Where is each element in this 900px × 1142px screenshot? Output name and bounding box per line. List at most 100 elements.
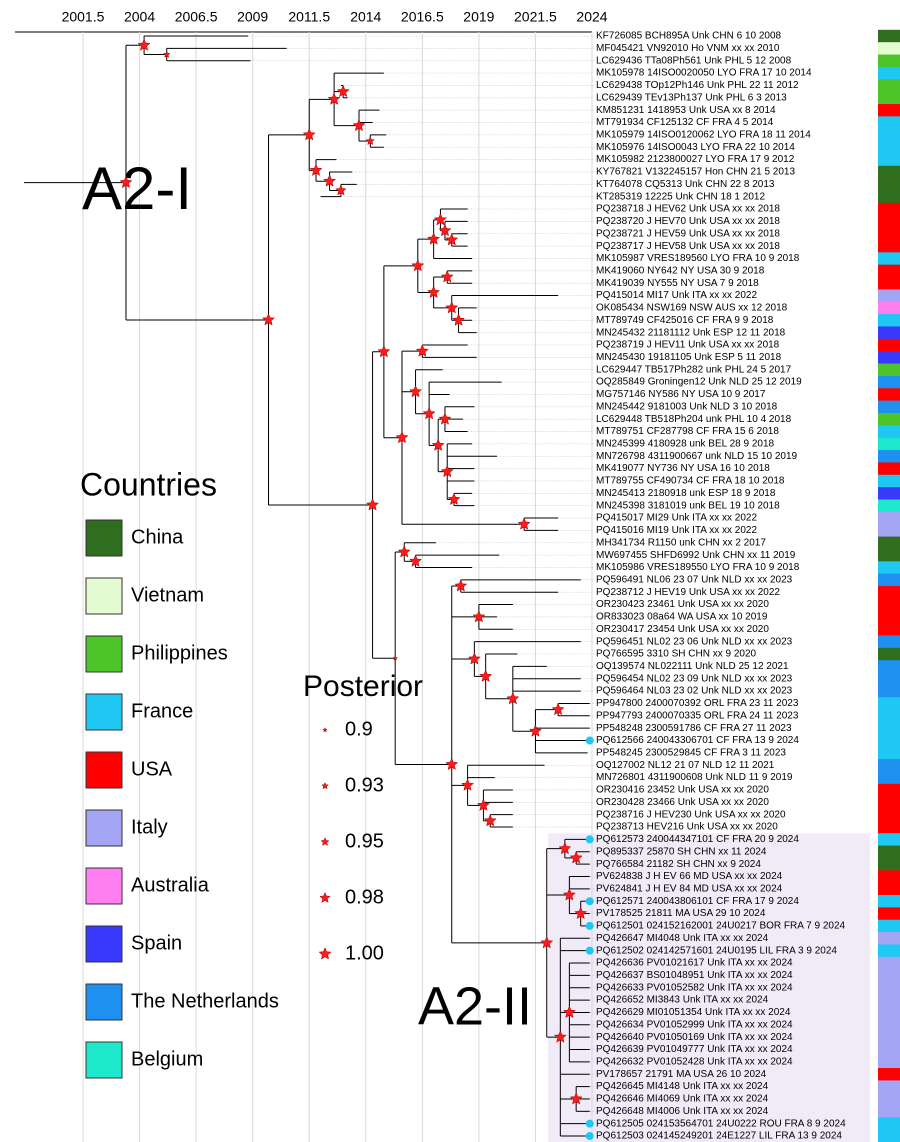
- legend-label: Philippines: [131, 642, 228, 664]
- clade-label: A2-I: [82, 155, 192, 222]
- posterior-star: [302, 128, 316, 141]
- legend-swatch: [85, 925, 123, 963]
- posterior-star: [451, 313, 466, 326]
- posterior-label: 0.95: [345, 830, 384, 852]
- taxon-label: OR230417 23454 Unk USA xx xx 2020: [596, 624, 769, 635]
- taxon-label: PQ426648 MI4006 Unk ITA xx xx 2024: [596, 1106, 769, 1117]
- country-strip: [878, 165, 900, 179]
- posterior-star: [506, 691, 520, 705]
- taxon-label: KY767821 V132245157 Hon CHN 21 5 2013: [596, 167, 795, 178]
- legend-label: Spain: [131, 932, 182, 954]
- taxon-label: PQ766584 21182 SH CHN xx 9 2024: [596, 859, 761, 870]
- country-strip: [878, 1117, 900, 1131]
- country-strip: [878, 1068, 900, 1081]
- country-strip: [878, 425, 900, 439]
- taxon-label: PQ612501 024152162001 24U0217 BOR FRA 7 …: [596, 921, 846, 932]
- posterior-star: [431, 438, 445, 451]
- country-strip: [878, 919, 900, 933]
- taxon-label: MK105978 14ISO0020050 LYO FRA 17 10 2014: [596, 68, 812, 79]
- taxon-label: MN245442 9181003 Unk NLD 3 10 2018: [596, 401, 778, 412]
- posterior-star: [427, 232, 441, 245]
- axis-tick-label: 2004: [124, 9, 155, 25]
- taxon-label: OK085434 NSW169 NSW AUS xx 12 2018: [596, 303, 788, 314]
- posterior-star: [551, 702, 565, 716]
- clade-label: A2-II: [418, 976, 532, 1036]
- country-strip: [878, 202, 900, 216]
- taxon-label: MW697455 SHFD6992 Unk CHN xx 11 2019: [596, 550, 796, 561]
- taxon-label: PQ426645 MI4148 Unk ITA xx xx 2024: [596, 1081, 769, 1092]
- taxon-label: MK105982 2123800027 LYO FRA 17 9 2012: [596, 154, 795, 165]
- posterior-star: [427, 285, 441, 299]
- posterior-star: [438, 412, 452, 425]
- legend-label: Australia: [131, 874, 210, 896]
- posterior-star: [574, 906, 588, 920]
- country-strip: [878, 264, 900, 278]
- taxon-label: OR833023 08a64 WA USA xx 10 2019: [596, 612, 768, 623]
- legend-swatch: [85, 809, 123, 847]
- posterior-star: [562, 888, 576, 901]
- country-strip: [878, 116, 900, 130]
- foreground-layer: A2-I A2-II Countries Posterior 2001.5 200…: [62, 9, 846, 1142]
- posterior-star: [472, 610, 486, 623]
- posterior-star: [377, 344, 391, 358]
- posterior-star: [454, 579, 468, 592]
- taxon-label: PP548245 2300529845 CF FRA 3 11 2023: [596, 748, 786, 759]
- country-strip: [878, 623, 900, 636]
- country-strip: [878, 190, 900, 204]
- taxon-label: MT789755 CF490734 CF FRA 18 10 2018: [596, 476, 785, 487]
- posterior-star: [392, 655, 398, 661]
- posterior-star: [327, 92, 341, 105]
- legend-title: Countries: [80, 466, 217, 502]
- country-strip: [878, 820, 900, 834]
- posterior-star: [137, 38, 151, 51]
- country-strip: [878, 771, 900, 785]
- country-strip: [878, 153, 900, 167]
- taxon-label: MH341734 R1150 unk CHN xx 2 2017: [596, 537, 766, 548]
- taxon-label: MN245413 2180918 unk ESP 18 9 2018: [596, 488, 776, 499]
- country-strip: [878, 227, 900, 241]
- country-strip: [878, 450, 900, 463]
- taxon-label: PQ426647 MI4048 Unk ITA xx xx 2024: [596, 933, 769, 944]
- country-strip: [878, 103, 900, 117]
- taxon-label: PQ596454 NL02 23 09 Unk NLD xx xx 2023: [596, 673, 793, 684]
- taxon-label: MK105986 VRES189550 LYO FRA 10 9 2018: [596, 562, 800, 573]
- legend-swatch: [85, 519, 123, 557]
- country-strip: [878, 79, 900, 93]
- country-strip: [878, 759, 900, 772]
- country-strip: [878, 548, 900, 562]
- country-strip: [878, 388, 900, 402]
- country-strip: [878, 128, 900, 142]
- country-strip: [878, 561, 900, 575]
- country-strip: [878, 462, 900, 476]
- taxon-label: PQ426637 BS01048951 Unk ITA xx xx 2024: [596, 970, 793, 981]
- taxon-label: PQ238717 J HEV58 Unk USA xx xx 2018: [596, 241, 780, 252]
- taxon-label: PQ426652 MI3843 Unk ITA xx xx 2024: [596, 995, 769, 1006]
- taxon-label: OQ139574 NL022111 Unk NLD 25 12 2021: [596, 661, 789, 672]
- legend-label: Italy: [131, 816, 168, 838]
- legend-swatch: [85, 983, 123, 1021]
- axis-tick-label: 2011.5: [288, 9, 330, 25]
- posterior-label: 1.00: [345, 942, 384, 964]
- posterior-star: [483, 814, 497, 827]
- taxon-label: PQ895337 25870 SH CHN xx 11 2024: [596, 846, 767, 857]
- legend-label: Belgium: [131, 1048, 203, 1070]
- posterior-star: [415, 344, 429, 357]
- legend-label: China: [131, 526, 184, 548]
- country-strip: [878, 1043, 900, 1057]
- country-strip: [878, 400, 900, 414]
- taxon-label: PV624841 J H EV 84 MD USA xx xx 2024: [596, 883, 783, 894]
- taxon-label: MK105979 14ISO0120062 LYO FRA 18 11 2014: [596, 130, 811, 141]
- taxon-label: PQ426632 PV01052428 Unk ITA xx xx 2024: [596, 1057, 793, 1068]
- posterior-star: [440, 464, 454, 478]
- taxon-label: PQ426640 PV01050169 Unk ITA xx xx 2024: [596, 1032, 793, 1043]
- posterior-star: [322, 727, 328, 733]
- taxon-label: MK419077 NY736 NY USA 16 10 2018: [596, 463, 770, 474]
- posterior-star: [517, 517, 531, 530]
- taxon-label: PQ612502 024142571601 24U0195 LIL FRA 3 …: [596, 945, 837, 956]
- taxon-label: LC629447 TB517Ph282 unk PHL 24 5 2017: [596, 364, 792, 375]
- taxon-label: OR230423 23461 Unk USA xx xx 2020: [596, 599, 769, 610]
- taxon-label: PQ426634 PV01052999 Unk ITA xx xx 2024: [596, 1019, 793, 1030]
- taxon-label: PP548248 2300591786 CF FRA 27 11 2023: [596, 723, 792, 734]
- posterior-star: [540, 936, 554, 949]
